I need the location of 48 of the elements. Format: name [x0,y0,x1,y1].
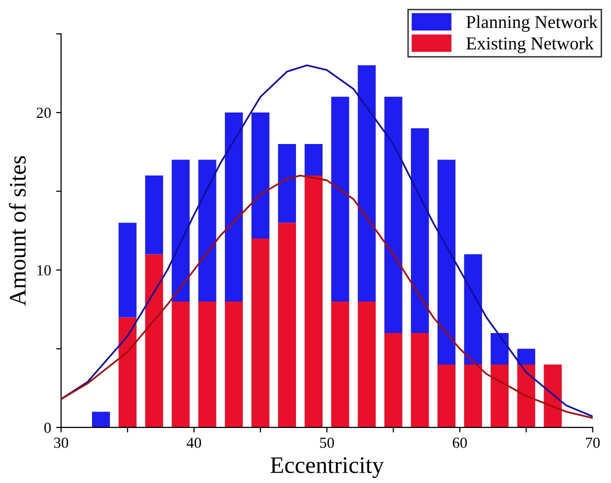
bar [490,364,509,428]
y-tick-label: 0 [44,422,51,433]
x-axis-title: Eccentricity [270,457,384,478]
bar [331,96,350,302]
bar [438,160,456,364]
line-series [61,64,593,418]
bar [517,364,536,428]
bar [251,238,270,428]
line-series [61,174,593,419]
bar [384,332,402,428]
y-axis-title: Amount of sites [8,156,26,306]
legend-label: Planning Network [466,15,598,32]
x-tick-label: 70 [586,438,600,448]
bar [410,332,429,428]
bar [490,332,509,364]
bar [145,254,164,428]
bar [224,112,243,302]
bar [358,301,376,428]
bar [172,160,190,302]
legend-label: Existing Network [466,36,594,54]
bar [198,160,216,302]
bar [304,144,323,176]
bar [544,364,562,428]
bar [172,301,190,428]
y-tick-label: 10 [37,265,51,276]
bar [358,65,376,302]
bar [145,176,164,254]
bar [278,144,296,223]
bar [438,364,456,428]
bar [92,412,110,428]
bar [464,364,482,428]
bar [517,348,536,364]
bar [118,222,137,318]
bar [410,128,429,333]
bar [198,301,216,428]
bar [251,112,270,239]
bar [304,176,323,428]
x-tick-label: 60 [452,438,467,448]
bar [464,254,482,364]
x-tick-label: 50 [320,438,334,448]
bar [384,96,402,333]
y-tick-label: 20 [36,108,51,118]
bar [278,222,296,428]
x-tick-label: 30 [54,438,68,448]
x-tick-label: 40 [186,438,202,448]
bar [331,301,350,428]
bar [224,301,243,428]
bar [118,317,137,428]
